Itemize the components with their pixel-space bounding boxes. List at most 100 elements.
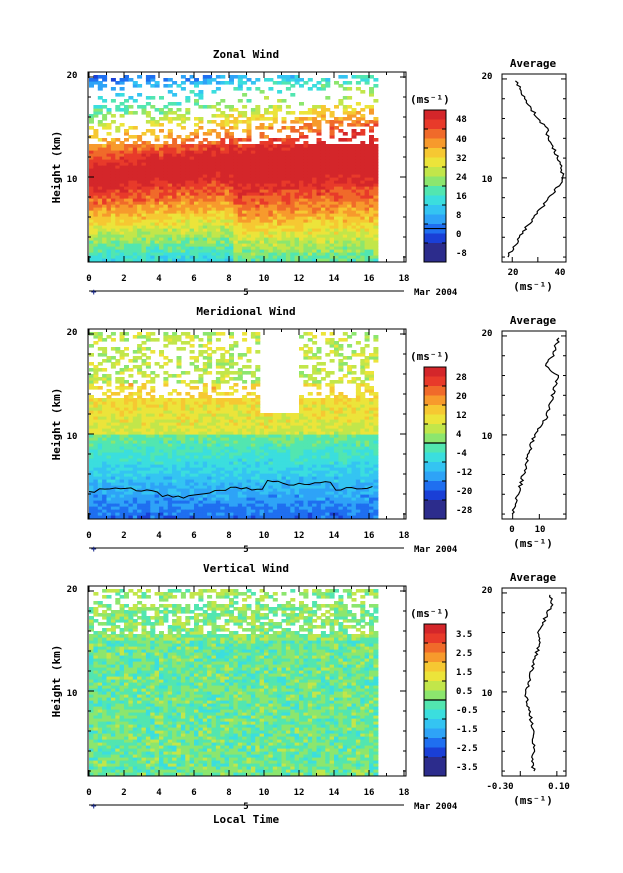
heatmap-cell	[194, 123, 199, 127]
heatmap-cell	[215, 485, 221, 489]
heatmap-cell	[207, 509, 213, 513]
heatmap-cell	[215, 81, 221, 85]
heatmap-cell	[141, 207, 147, 211]
heatmap-cell	[207, 180, 213, 184]
heatmap-cell	[159, 216, 164, 220]
heatmap-cell	[373, 225, 379, 229]
heatmap-cell	[351, 198, 357, 202]
heatmap-cell	[189, 491, 195, 495]
heatmap-cell	[347, 123, 353, 127]
heatmap-cell	[281, 156, 287, 160]
heatmap-cell	[102, 368, 108, 372]
heatmap-cell	[159, 207, 164, 211]
heatmap-cell	[89, 117, 94, 121]
heatmap-cell	[229, 470, 234, 474]
heatmap-cell	[229, 359, 234, 363]
heatmap-cell	[137, 419, 143, 423]
heatmap-cell	[307, 117, 313, 121]
heatmap-cell	[167, 246, 173, 250]
heatmap-cell	[124, 246, 129, 250]
heatmap-cell	[268, 213, 274, 217]
heatmap-cell	[351, 153, 357, 157]
heatmap-cell	[185, 174, 191, 178]
heatmap-cell	[272, 240, 278, 244]
heatmap-cell	[294, 189, 300, 193]
heatmap-cell	[246, 231, 252, 235]
heatmap-cell	[355, 102, 361, 106]
heatmap-cell	[299, 228, 304, 232]
heatmap-cell	[159, 156, 164, 160]
heatmap-cell	[141, 437, 147, 441]
heatmap-cell	[198, 428, 204, 432]
heatmap-cell	[312, 105, 318, 109]
heatmap-cell	[163, 231, 169, 235]
heatmap-cell	[119, 252, 125, 256]
heatmap-cell	[360, 234, 366, 238]
heatmap-cell	[255, 249, 261, 253]
heatmap-cell	[242, 240, 248, 244]
colorbar-tick-label: 8	[456, 211, 461, 221]
heatmap-cell	[229, 488, 234, 492]
heatmap-cell	[360, 243, 366, 247]
heatmap-cell	[145, 144, 151, 148]
heatmap-cell	[128, 482, 134, 486]
heatmap-cell	[119, 425, 125, 429]
heatmap-cell	[233, 500, 239, 504]
heatmap-cell	[145, 437, 151, 441]
heatmap-cell	[329, 159, 335, 163]
heatmap-cell	[303, 174, 309, 178]
heatmap-cell	[211, 497, 217, 501]
heatmap-cell	[242, 503, 248, 507]
heatmap-cell	[137, 174, 143, 178]
heatmap-cell	[198, 168, 204, 172]
heatmap-cell	[145, 476, 151, 480]
heatmap-cell	[325, 171, 331, 175]
heatmap-cell	[110, 153, 116, 157]
heatmap-cell	[150, 96, 156, 100]
heatmap-cell	[110, 189, 116, 193]
heatmap-cell	[189, 335, 195, 339]
heatmap-cell	[194, 422, 199, 426]
heatmap-cell	[141, 476, 147, 480]
heatmap-cell	[163, 234, 169, 238]
heatmap-cell	[373, 249, 379, 253]
heatmap-cell	[316, 132, 322, 136]
heatmap-cell	[338, 255, 344, 259]
heatmap-cell	[97, 231, 103, 235]
heatmap-cell	[180, 240, 186, 244]
heatmap-cell	[194, 482, 199, 486]
heatmap-cell	[137, 255, 143, 259]
heatmap-cell	[132, 255, 138, 259]
heatmap-cell	[215, 234, 221, 238]
heatmap-cell	[307, 189, 313, 193]
heatmap-cell	[128, 455, 134, 459]
heatmap-cell	[106, 485, 112, 489]
heatmap-cell	[89, 171, 94, 175]
heatmap-cell	[229, 449, 234, 453]
heatmap-cell	[207, 470, 213, 474]
heatmap-cell	[180, 219, 186, 223]
heatmap-cell	[229, 156, 234, 160]
heatmap-cell	[163, 114, 169, 118]
heatmap-cell	[163, 404, 169, 408]
heatmap-cell	[102, 512, 108, 516]
heatmap-cell	[124, 177, 129, 181]
x-tick-label: 14	[329, 274, 340, 284]
heatmap-cell	[294, 204, 300, 208]
meridional-wind-panel: Meridional Wind 20 10 Height (km) 0 2 4 …	[50, 305, 567, 555]
heatmap-cell	[145, 207, 151, 211]
x-tick-label: 0	[86, 274, 91, 284]
heatmap-cell	[246, 255, 252, 259]
heatmap-cell	[97, 362, 103, 366]
heatmap-cell	[229, 192, 234, 196]
heatmap-cell	[207, 482, 213, 486]
heatmap-cell	[150, 192, 156, 196]
heatmap-cell	[97, 168, 103, 172]
heatmap-cell	[102, 117, 108, 121]
heatmap-cell	[172, 491, 178, 495]
heatmap-cell	[185, 371, 191, 375]
heatmap-cell	[347, 237, 353, 241]
heatmap-cell	[119, 443, 125, 447]
heatmap-cell	[224, 452, 230, 456]
heatmap-cell	[110, 198, 116, 202]
